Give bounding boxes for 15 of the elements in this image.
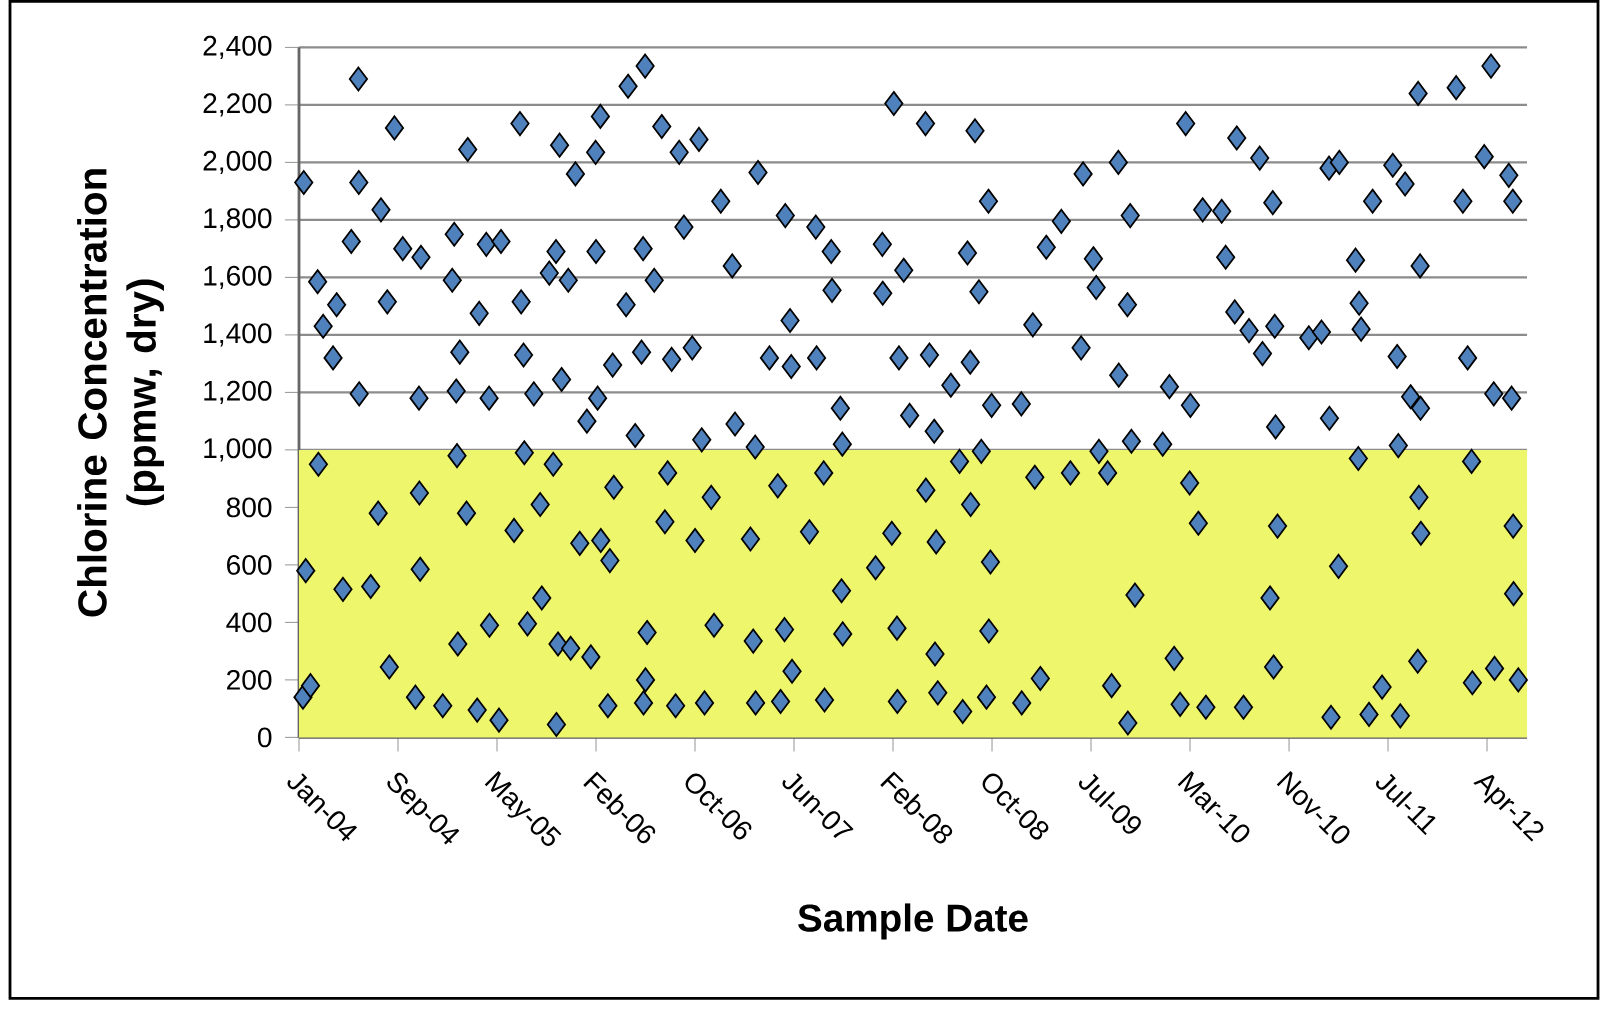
y-axis-title: Chlorine Concentration (ppmw, dry) bbox=[77, 169, 164, 617]
y-tick-label: 1,200 bbox=[204, 380, 272, 404]
y-tick-label: 600 bbox=[227, 554, 272, 575]
x-axis-title: Sample Date bbox=[798, 903, 1028, 940]
y-tick-label: 1,000 bbox=[204, 438, 272, 462]
y-tick-label: 0 bbox=[258, 727, 272, 748]
y-tick-label: 1,400 bbox=[204, 323, 272, 347]
y-tick-label: 200 bbox=[227, 669, 272, 690]
y-tick-label: 1,800 bbox=[204, 208, 272, 232]
y-tick-label: 800 bbox=[226, 497, 272, 518]
y-tick-label: 1,600 bbox=[204, 265, 272, 289]
y-tick-label: 2,400 bbox=[203, 35, 272, 59]
y-tick-label: 2,000 bbox=[203, 150, 272, 174]
y-tick-label: 400 bbox=[226, 612, 272, 633]
y-tick-label: 2,200 bbox=[203, 93, 272, 117]
